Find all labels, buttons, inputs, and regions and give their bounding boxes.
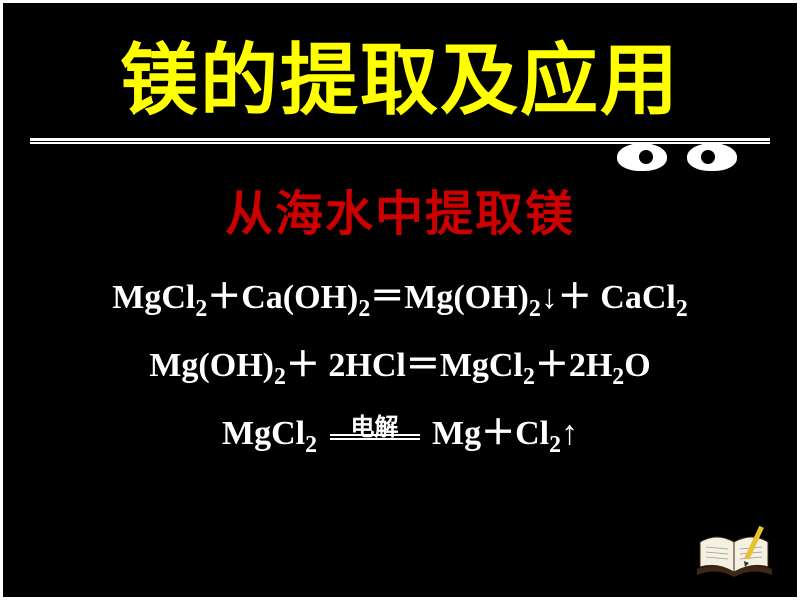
eq3-r0: Mg＋Cl	[424, 415, 550, 452]
eq3-l1: 2	[305, 431, 317, 457]
eq3-l0: MgCl	[222, 415, 305, 452]
eye-right-icon	[687, 143, 737, 171]
arrow-line-icon	[330, 434, 420, 440]
eq1-p2: ＋Ca(OH)	[207, 279, 358, 316]
eq2-p4: ＋2H	[535, 347, 612, 384]
eq3-l2	[317, 415, 326, 452]
book-icon	[692, 517, 782, 587]
eq1-p4: ＝Mg(OH)	[370, 279, 529, 316]
eq2-p0: Mg(OH)	[149, 347, 274, 384]
equation-2: Mg(OH)2＋ 2HCl＝MgCl2＋2H2O	[3, 337, 797, 391]
eq2-p6: O	[624, 347, 650, 384]
title-text: 镁的提取及应用	[120, 37, 680, 124]
slide-title: 镁的提取及应用	[3, 3, 797, 130]
eq1-p6: ↓＋ CaCl	[541, 279, 676, 316]
eye-left-icon	[617, 143, 667, 171]
equations-block: MgCl2＋Ca(OH)2＝Mg(OH)2↓＋ CaCl2 Mg(OH)2＋ 2…	[3, 269, 797, 458]
eq2-p3: 2	[523, 364, 535, 390]
eq1-p1: 2	[195, 296, 207, 322]
eq2-p5: 2	[612, 364, 624, 390]
subtitle-text: 从海水中提取镁	[225, 188, 575, 241]
eq3-r1: 2	[549, 431, 561, 457]
eq1-p0: MgCl	[112, 279, 195, 316]
eq2-p1: 2	[274, 364, 286, 390]
eq1-p3: 2	[358, 296, 370, 322]
slide-subtitle: 从海水中提取镁	[3, 174, 797, 244]
eq1-p7: 2	[676, 296, 688, 322]
equation-3: MgCl2 电解 Mg＋Cl2↑	[3, 405, 797, 459]
equation-1: MgCl2＋Ca(OH)2＝Mg(OH)2↓＋ CaCl2	[3, 269, 797, 323]
eq2-p2: ＋ 2HCl＝MgCl	[286, 347, 523, 384]
electrolysis-arrow: 电解	[330, 421, 420, 451]
eq3-r2: ↑	[561, 415, 578, 452]
eq1-p5: 2	[529, 296, 541, 322]
eyes-decoration	[617, 143, 737, 173]
